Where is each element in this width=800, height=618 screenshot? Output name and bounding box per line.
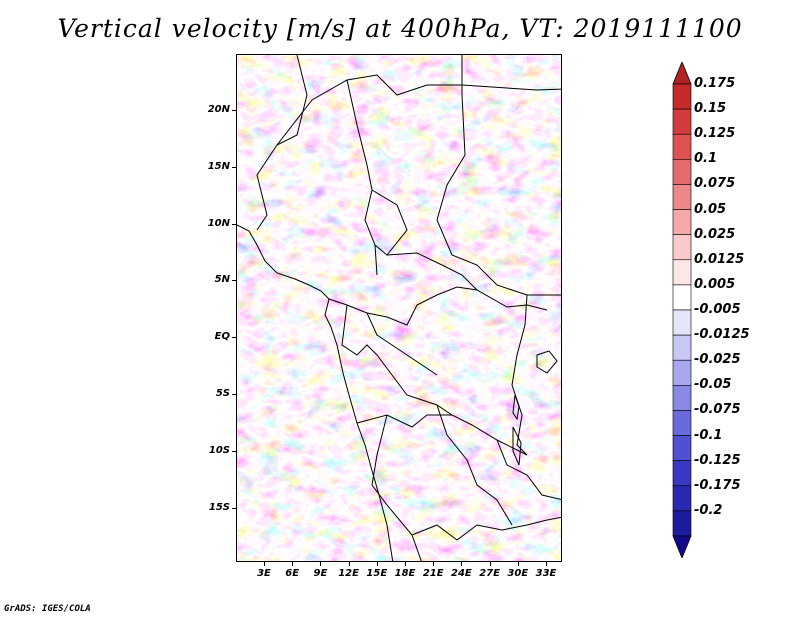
lat-tick xyxy=(232,507,236,509)
lon-tick xyxy=(546,562,547,566)
colorbar-segment xyxy=(672,284,692,311)
lon-tick xyxy=(405,562,406,566)
lon-label: 15E xyxy=(366,568,388,579)
velocity-field xyxy=(237,55,561,561)
colorbar-segment xyxy=(672,460,692,487)
colorbar-label: 0.025 xyxy=(694,226,736,242)
colorbar-label: -0.2 xyxy=(694,502,723,518)
lon-label: 9E xyxy=(313,568,328,579)
colorbar-label: 0.15 xyxy=(694,101,727,117)
colorbar-label: 0.05 xyxy=(694,201,727,217)
map-canvas xyxy=(237,55,561,561)
colorbar-label: -0.0125 xyxy=(694,327,750,343)
colorbar-label: 0.125 xyxy=(694,126,736,142)
colorbar-segment xyxy=(672,234,692,261)
colorbar-segment xyxy=(672,334,692,361)
lat-tick xyxy=(232,394,236,395)
colorbar-segment xyxy=(672,359,692,386)
lat-tick xyxy=(232,110,236,111)
colorbar-segment xyxy=(672,184,692,210)
lon-tick xyxy=(320,562,322,566)
lat-label: 10N xyxy=(207,217,230,229)
colorbar-label: 0.0125 xyxy=(694,251,745,267)
colorbar-segment xyxy=(672,159,692,185)
colorbar-label: -0.175 xyxy=(694,477,741,493)
colorbar-label: -0.1 xyxy=(694,427,723,443)
lon-tick xyxy=(433,562,435,566)
colorbar-top-arrow xyxy=(672,62,692,85)
lon-tick xyxy=(461,562,463,566)
colorbar-segment xyxy=(672,510,692,537)
lon-label: 6E xyxy=(285,568,300,579)
lat-label: 10S xyxy=(208,444,230,456)
lon-label: 24E xyxy=(451,568,472,579)
colorbar-label: 0.175 xyxy=(694,76,736,91)
colorbar xyxy=(672,62,692,558)
lon-label: 21E xyxy=(422,568,444,579)
colorbar-segment xyxy=(672,435,692,461)
country-borders xyxy=(237,55,561,561)
lat-label: EQ xyxy=(214,331,230,343)
colorbar-segment xyxy=(672,385,692,411)
credit-text: GrADS: IGES/COLA xyxy=(4,604,91,614)
lat-label: 5N xyxy=(214,274,230,286)
lon-tick xyxy=(348,562,350,566)
colorbar-segment xyxy=(672,108,692,135)
colorbar-segment xyxy=(672,485,692,512)
lat-tick xyxy=(232,280,236,282)
colorbar-label: -0.025 xyxy=(694,352,741,368)
lon-label: 33E xyxy=(535,568,557,579)
colorbar-bottom-arrow xyxy=(672,535,692,558)
colorbar-label: -0.005 xyxy=(694,302,741,317)
lon-label: 3E xyxy=(257,568,271,579)
lat-label: 5S xyxy=(215,388,230,399)
colorbar-label: -0.05 xyxy=(694,377,732,393)
lon-label: 30E xyxy=(507,568,529,579)
lon-label: 27E xyxy=(479,568,500,579)
colorbar-segment xyxy=(672,309,692,336)
lat-label: 15N xyxy=(207,160,230,172)
colorbar-label: -0.075 xyxy=(694,402,741,418)
colorbar-label: 0.075 xyxy=(694,176,736,192)
lon-tick xyxy=(292,562,294,566)
colorbar-label: 0.1 xyxy=(694,151,718,167)
colorbar-label: -0.125 xyxy=(694,452,741,468)
lat-label: 20N xyxy=(207,104,230,115)
lon-tick xyxy=(264,562,265,566)
colorbar-segment xyxy=(672,259,692,286)
lon-label: 18E xyxy=(394,568,416,579)
colorbar-segment xyxy=(672,133,692,160)
colorbar-segment xyxy=(672,410,692,436)
lat-label: 15S xyxy=(208,501,230,513)
lat-tick xyxy=(232,450,236,452)
vertical-velocity-map xyxy=(236,54,562,562)
colorbar-label: 0.005 xyxy=(694,276,736,292)
lat-tick xyxy=(232,337,236,339)
lon-tick xyxy=(489,562,491,566)
colorbar-segment xyxy=(672,83,692,110)
lat-tick xyxy=(232,223,236,225)
map-title: Vertical velocity [m/s] at 400hPa, VT: 2… xyxy=(57,14,743,43)
lat-tick xyxy=(232,166,236,168)
lon-tick xyxy=(517,562,519,566)
lon-tick xyxy=(376,562,378,566)
lon-label: 12E xyxy=(338,568,359,579)
colorbar-segment xyxy=(672,209,692,235)
